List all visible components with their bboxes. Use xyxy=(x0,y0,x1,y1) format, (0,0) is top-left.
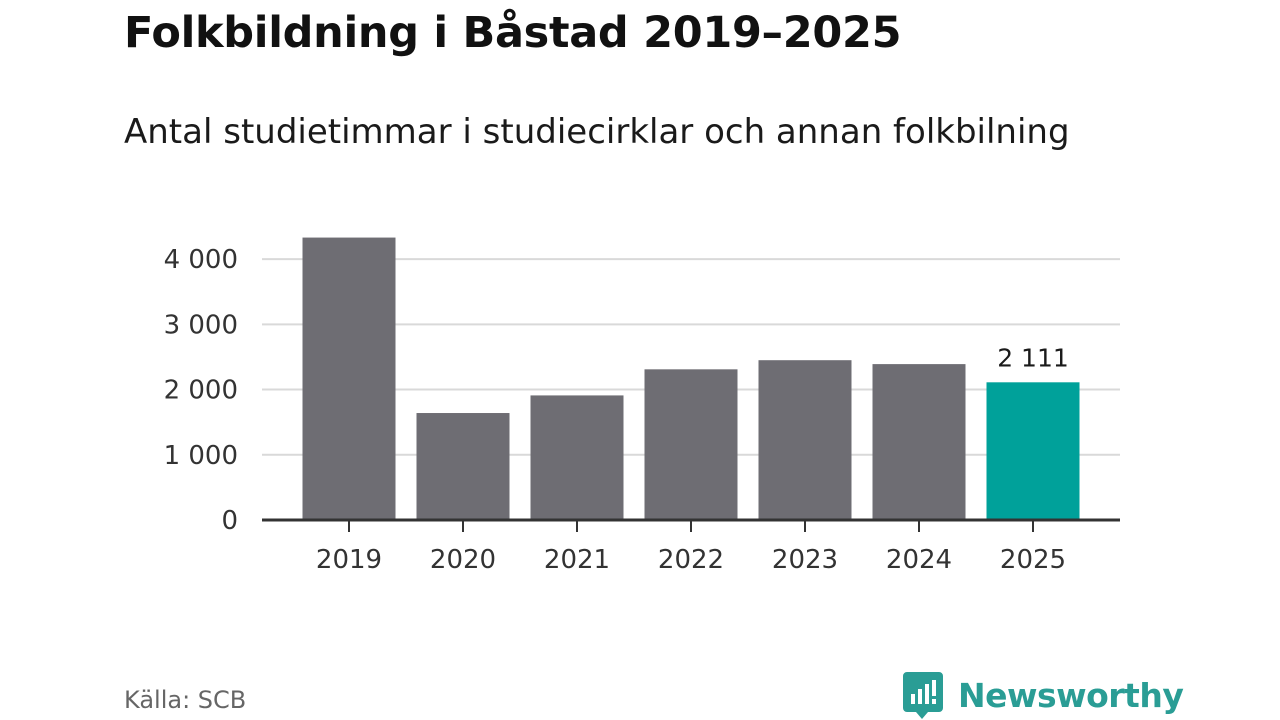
bar-2020 xyxy=(416,413,510,520)
y-axis-labels: 0 1 000 2 000 3 000 4 000 xyxy=(164,245,238,536)
data-labels: 2 111 xyxy=(997,343,1069,372)
chart-title: Folkbildning i Båstad 2019–2025 xyxy=(124,8,902,58)
x-axis-labels: 2019 2020 2021 2022 2023 2024 2025 xyxy=(316,545,1066,575)
y-tick-label: 3 000 xyxy=(164,310,238,340)
chart-subtitle: Antal studietimmar i studiecirklar och a… xyxy=(124,112,1070,152)
bar-2021 xyxy=(530,395,624,520)
x-tick-label: 2022 xyxy=(658,545,724,575)
bar-2023 xyxy=(758,360,852,520)
x-tick-label: 2025 xyxy=(1000,545,1066,575)
y-tick-label: 0 xyxy=(221,506,238,536)
y-tick-label: 1 000 xyxy=(164,441,238,471)
x-tick-label: 2024 xyxy=(886,545,952,575)
x-tick-label: 2021 xyxy=(544,545,610,575)
x-tick-label: 2020 xyxy=(430,545,496,575)
data-label-2025: 2 111 xyxy=(997,343,1069,372)
x-tick-label: 2019 xyxy=(316,545,382,575)
bar-2022 xyxy=(644,369,738,520)
bars xyxy=(302,237,1080,520)
y-tick-label: 4 000 xyxy=(164,245,238,275)
x-tick-label: 2023 xyxy=(772,545,838,575)
bar-2019 xyxy=(302,237,396,520)
newsworthy-logo-icon xyxy=(903,672,943,719)
x-axis xyxy=(262,518,1120,532)
y-tick-label: 2 000 xyxy=(164,376,238,406)
bar-2025 xyxy=(986,382,1080,520)
bar-2024 xyxy=(872,364,966,520)
source-note: Källa: SCB xyxy=(124,686,247,714)
brand-logo: Newsworthy xyxy=(902,670,1184,720)
brand-name: Newsworthy xyxy=(958,675,1184,715)
